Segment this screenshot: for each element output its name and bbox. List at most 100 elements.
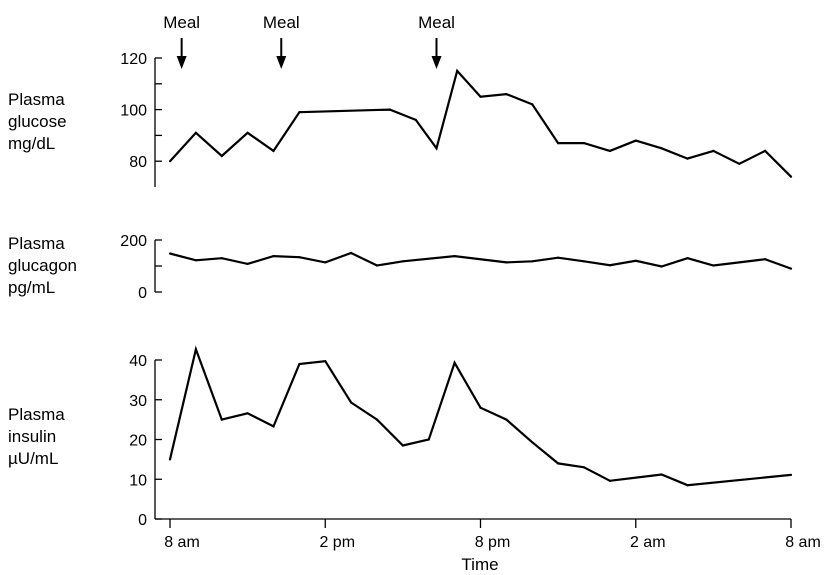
meal-label: Meal [163, 13, 200, 32]
data-point [764, 258, 767, 261]
data-point [505, 93, 508, 96]
y-tick-label: 20 [129, 433, 147, 450]
data-point [789, 175, 793, 178]
data-point [220, 257, 223, 260]
data-point [505, 418, 508, 421]
data-point [246, 412, 249, 415]
panel-2: 0 200 Plasma glucagon pg/mL [8, 233, 793, 302]
data-point [712, 149, 715, 152]
data-point [686, 157, 689, 160]
data-point [660, 147, 663, 150]
panel-label-line: mg/dL [8, 134, 55, 153]
data-point [531, 103, 534, 106]
series-line [169, 251, 792, 270]
y-tick-label: 0 [138, 285, 147, 302]
data-point [401, 444, 404, 447]
data-point [298, 256, 301, 259]
data-point [272, 425, 275, 428]
x-tick-label: 2 am [630, 534, 666, 551]
x-tick-label: 2 pm [319, 534, 355, 551]
data-point [608, 149, 612, 152]
data-point [435, 147, 438, 150]
meal-label: Meal [418, 13, 455, 32]
data-point [712, 264, 715, 267]
data-point [557, 142, 560, 145]
panel-label-line: Plasma [8, 90, 65, 109]
data-point [686, 484, 689, 487]
y-tick-label: 10 [129, 472, 147, 489]
data-point [453, 361, 456, 364]
y-tick-label: 0 [138, 512, 147, 529]
x-axis-title: Time [461, 555, 498, 574]
data-point [582, 466, 586, 469]
data-point [453, 255, 456, 258]
data-point [246, 131, 249, 134]
data-point [388, 108, 391, 111]
data-point [168, 458, 172, 461]
x-tick-label: 8 pm [475, 534, 511, 551]
y-tick-label: 40 [129, 353, 147, 370]
data-point [220, 154, 223, 158]
panel-3: 0 10 20 30 40 Plasma insulin µU/mL [8, 345, 793, 529]
data-point [350, 401, 353, 404]
panel-label-line: pg/mL [8, 278, 55, 297]
meal-label: Meal [263, 13, 300, 32]
data-point [414, 118, 417, 121]
data-point [479, 95, 482, 98]
data-point [789, 267, 793, 270]
data-point [738, 162, 741, 165]
data-point [738, 261, 741, 264]
panel-label-line: glucagon [8, 256, 77, 275]
data-point [660, 473, 663, 476]
y-tick-label: 80 [129, 154, 147, 171]
data-point [401, 260, 404, 263]
data-point [194, 131, 197, 134]
data-point [168, 252, 172, 255]
down-arrow-icon [176, 56, 187, 69]
data-point [427, 438, 430, 441]
x-axis: Time 8 am 2 pm 8 pm 2 am 8 am [155, 518, 821, 574]
data-point [298, 111, 301, 114]
data-point [194, 259, 197, 262]
panel-label-line: Plasma [8, 405, 65, 424]
data-point [298, 362, 301, 366]
data-point [168, 160, 172, 163]
data-point [531, 441, 534, 444]
data-point [272, 255, 275, 258]
data-point [505, 261, 508, 264]
down-arrow-icon [276, 56, 287, 69]
data-point [634, 139, 637, 142]
data-point [324, 360, 327, 363]
series-line [168, 345, 792, 487]
panel-label-line: Plasma [8, 234, 65, 253]
data-point [456, 69, 459, 72]
panels: 80100120Plasmaglucosemg/dL0200Plasmagluc… [8, 51, 793, 529]
data-point [660, 265, 663, 268]
data-point [634, 259, 637, 262]
data-point [557, 256, 560, 259]
down-arrow-icon [431, 56, 442, 69]
data-point [479, 406, 482, 409]
meal-marker: Meal [163, 13, 200, 69]
data-point [582, 142, 586, 145]
data-point [686, 257, 689, 260]
y-tick-label: 100 [120, 103, 147, 120]
data-point [764, 149, 767, 152]
panel-1: 80 100 120 Plasma glucose mg/dL [8, 51, 793, 187]
data-point [582, 260, 586, 263]
data-point [531, 260, 534, 263]
series-line [169, 68, 792, 178]
data-point [375, 264, 379, 267]
data-point [608, 264, 612, 267]
meal-marker: Meal [418, 13, 455, 69]
data-point [789, 473, 793, 476]
data-point [557, 462, 560, 465]
x-tick-label: 8 am [164, 534, 200, 551]
data-point [350, 251, 353, 255]
data-point [375, 418, 379, 421]
meal-marker: Meal [263, 13, 300, 69]
data-point [608, 479, 612, 482]
meal-markers: Meal Meal Meal [163, 13, 455, 69]
panel-label-line: glucose [8, 112, 67, 131]
